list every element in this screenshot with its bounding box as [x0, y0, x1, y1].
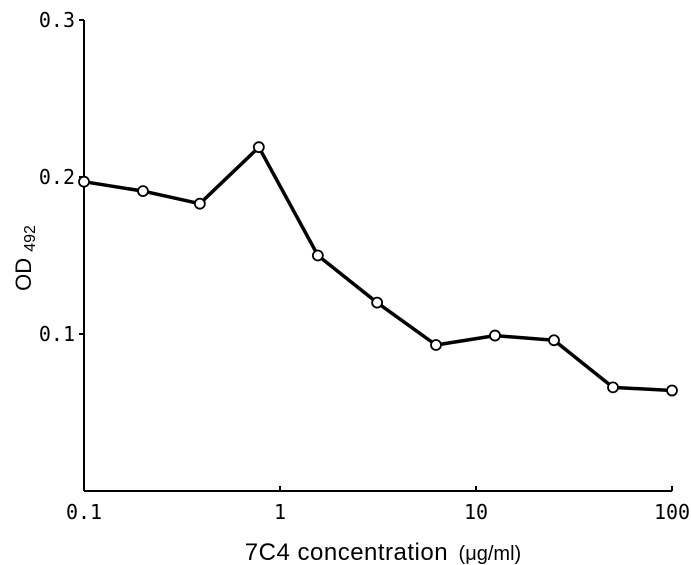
x-axis-title-main: 7C4 concentration — [245, 539, 448, 565]
y-axis-title-main: OD — [11, 258, 36, 291]
x-tick-label: 10 — [464, 500, 488, 524]
data-point — [607, 381, 619, 394]
x-tick-label: 1 — [274, 500, 286, 524]
series-layer — [78, 141, 678, 397]
data-point — [252, 141, 265, 154]
data-point — [489, 329, 501, 342]
x-axis-title-unit: (μg/ml) — [459, 543, 522, 565]
data-point — [666, 384, 678, 397]
series-line — [83, 145, 673, 393]
x-axis-title: 7C4 concentration (μg/ml) — [245, 539, 521, 565]
x-tick-label: 100 — [654, 500, 690, 524]
data-point — [311, 249, 324, 262]
x-tick-label: 0.1 — [66, 500, 102, 524]
y-axis-title: OD 492 — [11, 225, 39, 291]
y-axis-title-subscript: 492 — [22, 225, 39, 252]
y-tick-label: 0.3 — [39, 8, 75, 32]
y-ticks: 0.1 0.2 0.3 — [39, 8, 84, 346]
x-ticks: 0.1 1 10 100 — [66, 486, 690, 524]
data-point — [193, 197, 206, 210]
chart-axes — [83, 20, 672, 492]
data-point — [548, 334, 560, 347]
y-tick-label: 0.2 — [39, 165, 75, 189]
y-tick-label: 0.1 — [39, 322, 75, 346]
data-point — [430, 339, 442, 351]
data-point — [371, 296, 384, 309]
data-point — [78, 175, 90, 188]
data-point — [137, 185, 149, 198]
